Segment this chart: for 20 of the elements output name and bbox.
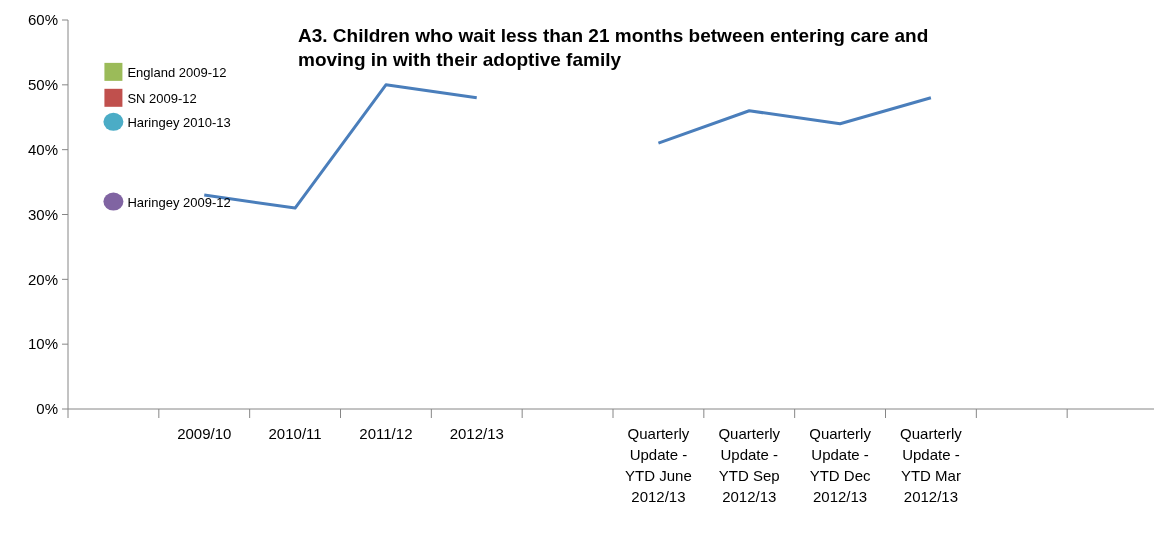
x-tick-label: Quarterly Update - YTD Sep 2012/13 (718, 425, 781, 505)
y-tick-label: 50% (27, 76, 58, 94)
x-tick-label: 2012/13 (449, 425, 504, 442)
y-tick-label: 20% (27, 270, 58, 288)
x-tick-label: 2010/11 (268, 425, 322, 442)
series-label: England 2009-12 (127, 64, 227, 80)
series-label: Haringey 2009-12 (127, 194, 231, 210)
series-label: Haringey 2010-13 (127, 114, 231, 130)
x-tick-label: Quarterly Update - YTD Dec 2012/13 (809, 425, 872, 505)
y-tick-label: 30% (27, 205, 58, 223)
x-tick-label: Quarterly Update - YTD June 2012/13 (625, 425, 692, 505)
x-tick-label: 2009/10 (177, 425, 232, 442)
x-tick-label: Quarterly Update - YTD Mar 2012/13 (900, 425, 963, 505)
y-tick-label: 60% (27, 11, 58, 29)
y-tick-label: 40% (27, 140, 58, 158)
text: A3. Children who wait less than 21 months between entering care and moving in with their adoptive family (298, 25, 929, 70)
y-tick-label: 0% (36, 400, 58, 418)
y-tick-label: 10% (27, 335, 58, 353)
series-label: SN 2009-12 (127, 90, 197, 106)
x-tick-label: 2011/12 (359, 425, 413, 442)
